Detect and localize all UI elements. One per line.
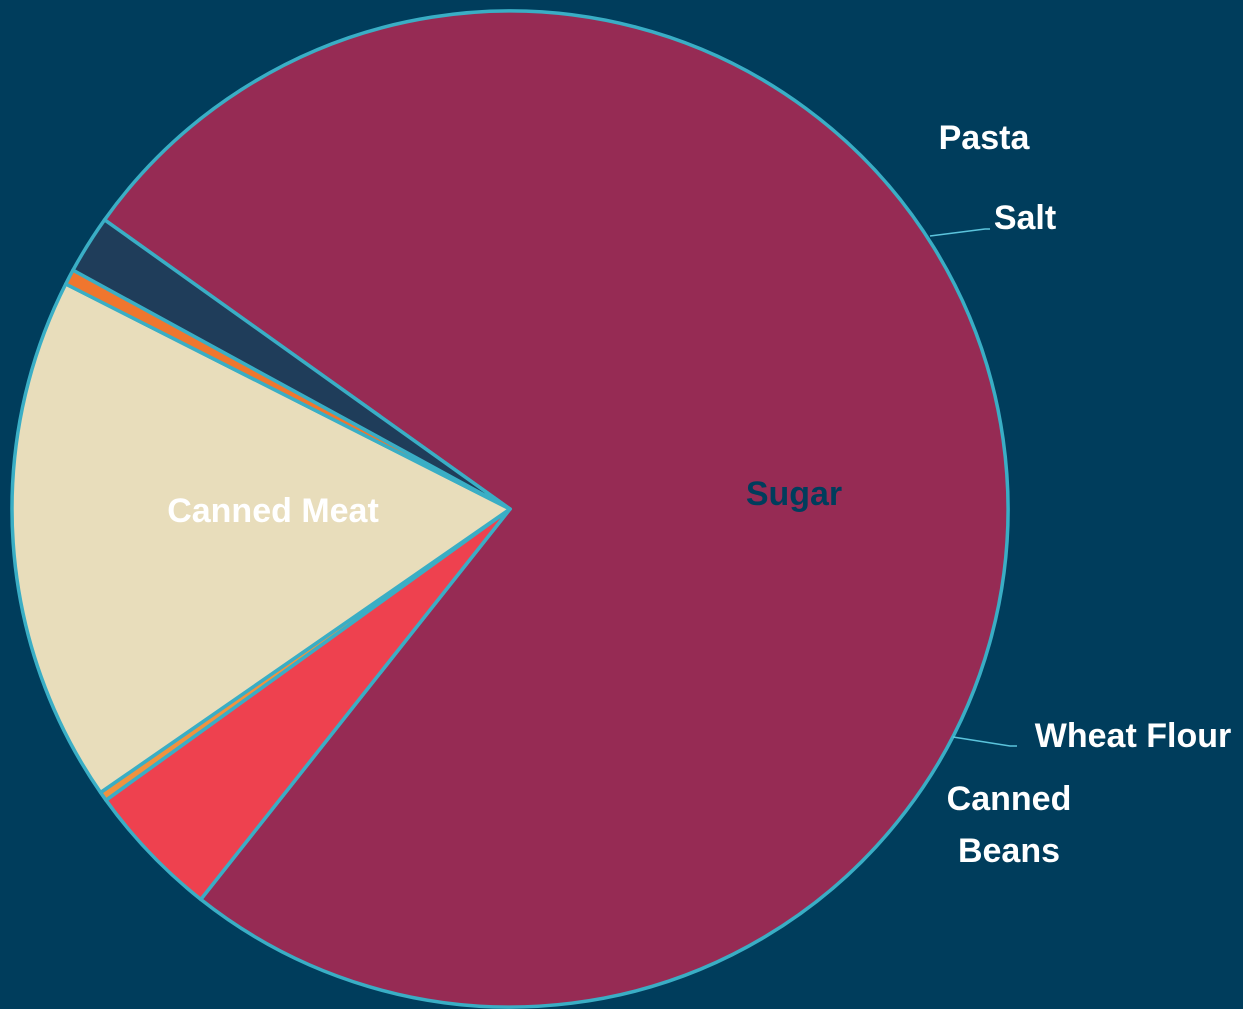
labels-layer: Canned Meat Pasta Salt Sugar Wheat Flour Cann…	[167, 119, 1231, 870]
label-canned-beans: Canned Beans	[947, 780, 1072, 870]
label-pasta: Pasta	[939, 119, 1031, 157]
slice-canned-meat	[102, 9, 1010, 1009]
label-canned-meat: Canned Meat	[167, 492, 379, 530]
label-wheat-flour: Wheat Flour	[1035, 717, 1231, 755]
leaders-layer	[929, 228, 1017, 747]
label-sugar: Sugar	[746, 475, 842, 513]
slices-layer	[10, 9, 1010, 1009]
leader-line-salt	[929, 228, 990, 237]
slice-canned-beans	[71, 218, 512, 511]
leader-line-wheat-flour	[952, 736, 1017, 747]
label-salt: Salt	[994, 199, 1056, 237]
slice-sugar	[10, 282, 512, 795]
